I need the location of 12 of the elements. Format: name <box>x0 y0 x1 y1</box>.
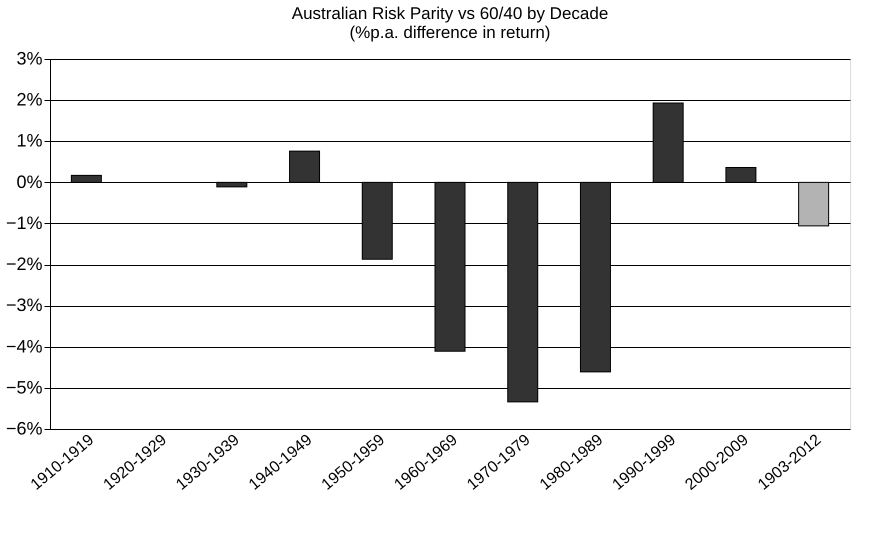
y-tick-label: −5% <box>6 377 42 398</box>
y-tick-label: −2% <box>6 254 42 274</box>
y-tick-label: −6% <box>6 418 42 438</box>
y-tick-label: 2% <box>16 90 42 110</box>
y-tick-label: 3% <box>16 48 42 68</box>
y-tick-label: 0% <box>16 172 42 192</box>
chart-subtitle: (%p.a. difference in return) <box>350 23 550 42</box>
chart-title: Australian Risk Parity vs 60/40 by Decade <box>292 4 608 23</box>
y-tick-label: 1% <box>16 130 42 151</box>
y-tick-label: −4% <box>6 336 42 356</box>
y-tick-label: −3% <box>6 295 42 316</box>
y-tick-label: −1% <box>6 212 42 233</box>
